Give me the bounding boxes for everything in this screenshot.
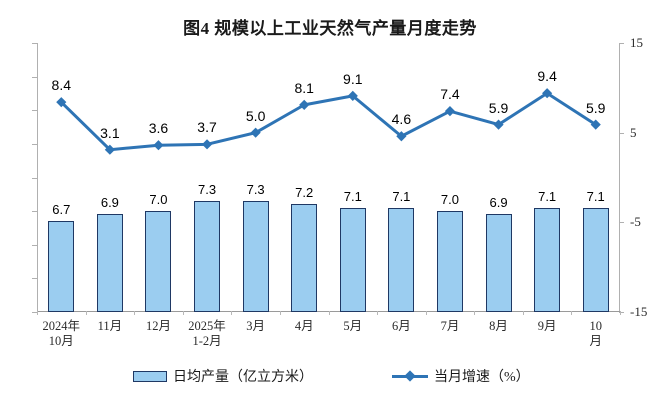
legend-item-line[interactable]: 当月增速（%） — [392, 366, 530, 386]
line-value-label: 7.4 — [440, 86, 460, 103]
bar[interactable] — [485, 214, 512, 312]
bar-value-label: 7.0 — [440, 192, 459, 208]
bar[interactable] — [534, 207, 561, 312]
right-tick-label: 5 — [630, 124, 637, 140]
bar[interactable] — [291, 204, 318, 312]
bar-value-label: 7.1 — [586, 188, 605, 204]
line-marker[interactable] — [444, 106, 456, 117]
left-tick — [32, 177, 37, 179]
right-tick — [619, 43, 624, 44]
x-axis-label: 5月 — [343, 319, 363, 333]
plot-area: 121110987654 155-5-15 6.76.97.07.37.37.2… — [32, 35, 647, 348]
bar-value-label: 7.2 — [295, 185, 314, 201]
x-tick — [377, 311, 379, 315]
right-tick-label: -15 — [630, 304, 648, 319]
line-value-label: 9.4 — [537, 68, 557, 85]
left-tick — [32, 211, 37, 213]
left-tick — [32, 244, 37, 246]
x-axis-label: 3月 — [246, 319, 266, 333]
line-value-label: 5.0 — [245, 107, 266, 124]
bar[interactable] — [48, 221, 75, 312]
right-tick — [619, 132, 624, 134]
x-axis-label: 4月 — [294, 319, 314, 333]
x-axis-label: 6月 — [391, 319, 411, 333]
line-value-label: 3.1 — [100, 124, 120, 141]
left-tick — [32, 76, 37, 78]
line-marker[interactable] — [347, 90, 358, 101]
x-tick — [571, 311, 573, 315]
bar-value-label: 7.1 — [538, 188, 557, 204]
left-tick — [32, 278, 37, 280]
right-tick-label: -5 — [630, 214, 641, 230]
bar-value-label: 6.9 — [100, 195, 119, 211]
left-tick — [32, 43, 37, 44]
x-axis-label: 2025年 1-2月 — [188, 319, 226, 348]
line-value-label: 3.7 — [197, 119, 217, 136]
bar[interactable] — [242, 201, 269, 312]
line-marker[interactable] — [104, 144, 115, 155]
x-axis-label: 11月 — [97, 319, 123, 333]
line-marker[interactable] — [493, 119, 504, 130]
line-value-label: 4.6 — [391, 111, 412, 128]
bar[interactable] — [388, 207, 415, 312]
line-diamond-icon — [392, 370, 428, 382]
x-tick — [37, 311, 38, 315]
x-tick — [279, 311, 281, 315]
x-axis-label: 8月 — [489, 319, 508, 333]
chart-legend: 日均产量（亿立方米） 当月增速（%） — [0, 362, 660, 392]
bar[interactable] — [96, 214, 123, 312]
x-tick — [328, 311, 330, 315]
x-tick — [474, 311, 476, 315]
bar[interactable] — [582, 207, 609, 312]
right-tick-label: 15 — [630, 35, 643, 50]
legend-label-line: 当月增速（%） — [434, 370, 530, 385]
line-value-label: 3.6 — [148, 120, 169, 137]
bar-value-label: 7.1 — [343, 188, 362, 204]
line-path — [59, 91, 598, 152]
x-tick — [620, 311, 621, 315]
right-tick — [619, 222, 624, 224]
line-value-label: 9.1 — [343, 70, 363, 87]
right-tick — [619, 312, 624, 313]
x-axis-label: 2024年 10月 — [42, 319, 81, 348]
x-tick — [522, 311, 524, 315]
right-axis-line — [619, 43, 620, 312]
bar-value-label: 6.7 — [52, 202, 71, 218]
line-value-label: 8.4 — [51, 77, 72, 94]
line-value-label: 8.1 — [294, 79, 314, 96]
x-axis-label: 12月 — [145, 319, 171, 333]
bar-value-label: 6.9 — [489, 195, 508, 211]
legend-item-bar[interactable]: 日均产量（亿立方米） — [133, 366, 313, 386]
bar[interactable] — [339, 207, 366, 312]
legend-label-bar: 日均产量（亿立方米） — [173, 370, 313, 385]
x-axis-label: 9月 — [537, 319, 557, 333]
chart-title: 图4 规模以上工业天然气产量月度走势 — [183, 19, 477, 38]
bar-value-label: 7.3 — [246, 182, 265, 198]
bar[interactable] — [145, 211, 172, 312]
x-tick — [182, 311, 184, 315]
bar[interactable] — [436, 211, 463, 312]
x-axis-label: 10月 — [589, 319, 602, 348]
bar-value-label: 7.1 — [392, 188, 411, 204]
x-tick — [134, 311, 136, 315]
left-tick — [32, 312, 37, 313]
line-value-label: 5.9 — [488, 99, 509, 116]
x-tick — [231, 311, 233, 315]
bar-value-label: 7.0 — [149, 192, 168, 208]
left-axis-line — [37, 43, 38, 312]
x-tick — [425, 311, 427, 315]
bar-value-label: 7.3 — [197, 182, 217, 198]
bar-swatch-icon — [133, 370, 167, 382]
line-value-label: 5.9 — [585, 99, 606, 116]
line-marker[interactable] — [201, 139, 213, 150]
line-marker[interactable] — [153, 140, 164, 151]
line-series-当月增速 — [56, 88, 601, 155]
left-tick — [32, 143, 37, 145]
bar[interactable] — [194, 201, 221, 312]
left-tick — [32, 110, 37, 112]
x-tick — [85, 311, 87, 315]
x-axis-label: 7月 — [440, 319, 460, 333]
